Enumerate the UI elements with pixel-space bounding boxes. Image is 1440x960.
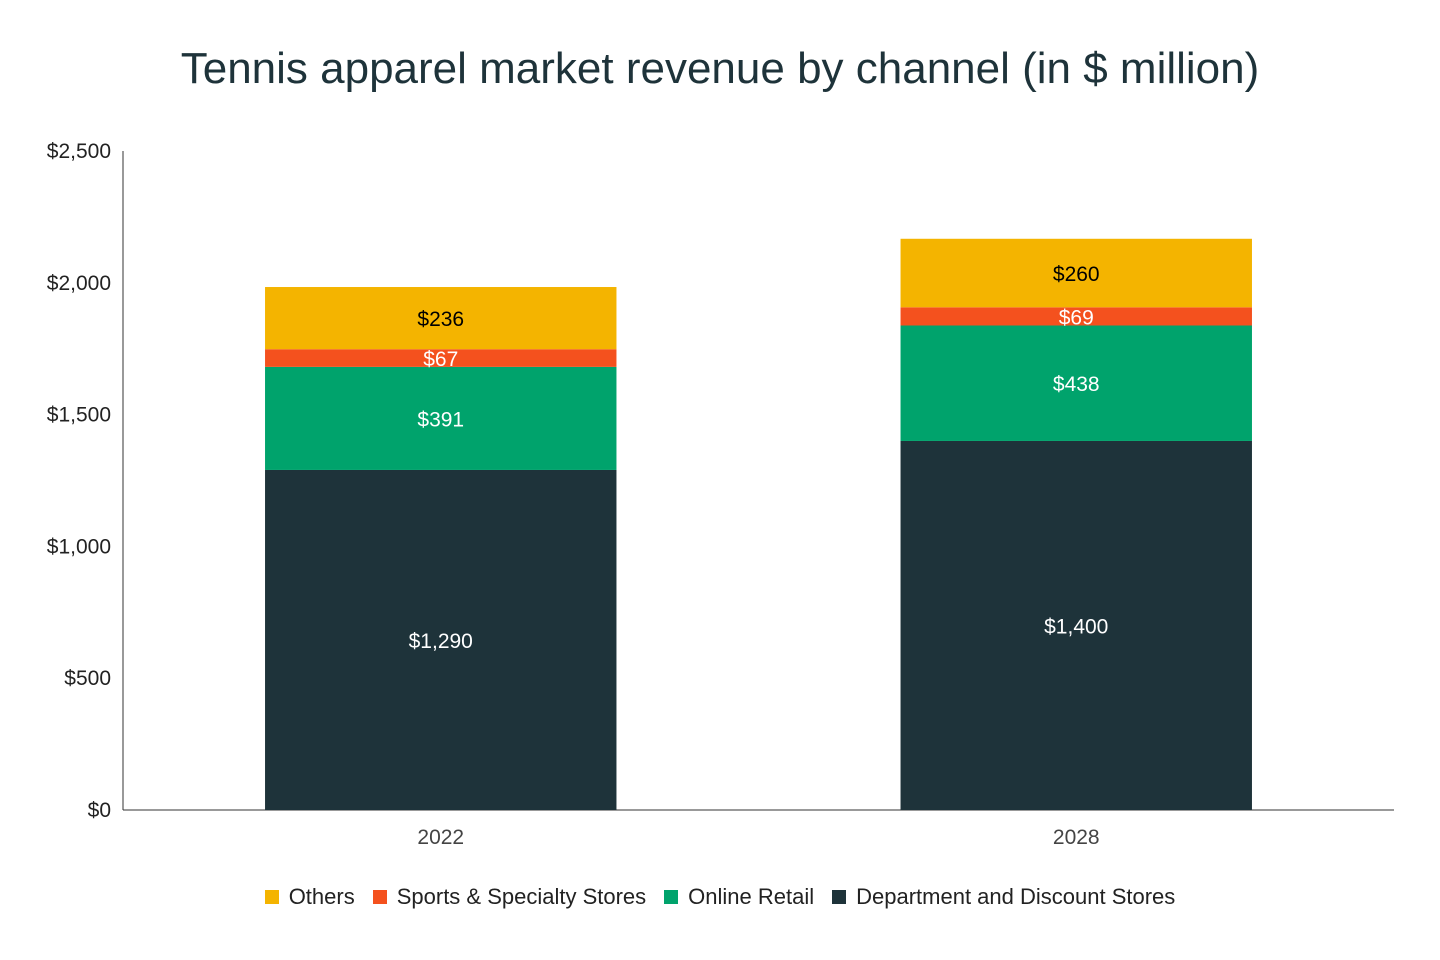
bar-segment — [900, 440, 1252, 810]
legend-swatch — [832, 890, 847, 904]
data-label: $438 — [1053, 373, 1100, 396]
legend-label: Online Retail — [688, 884, 815, 909]
y-tick-label: $1,500 — [47, 404, 111, 427]
bar-segment — [265, 287, 617, 350]
data-label: $1,400 — [1044, 615, 1108, 638]
bar-segment — [265, 366, 617, 470]
y-tick-label: $2,000 — [47, 272, 111, 295]
bar-segment — [900, 307, 1252, 326]
y-tick-label: $2,500 — [47, 140, 111, 163]
bar-segment — [900, 238, 1252, 308]
chart-title: Tennis apparel market revenue by channel… — [180, 44, 1260, 93]
bar-segment — [265, 469, 617, 810]
data-label: $260 — [1053, 263, 1100, 286]
bar-segment — [265, 349, 617, 367]
y-tick-label: $500 — [64, 667, 111, 690]
x-tick-label: 2028 — [1053, 826, 1100, 849]
y-tick-label: $1,000 — [47, 535, 111, 558]
chart-legend: Others Sports & Specialty Stores Online Re… — [0, 884, 1440, 910]
legend-label: Sports & Specialty Stores — [396, 884, 647, 909]
legend-item: Online Retail — [664, 884, 814, 910]
legend-swatch — [372, 890, 387, 904]
legend-item: Department and Discount Stores — [832, 884, 1175, 910]
y-tick-label: $0 — [88, 799, 111, 822]
data-label: $391 — [417, 408, 464, 431]
legend-swatch — [664, 890, 679, 904]
legend-item: Sports & Specialty Stores — [372, 884, 647, 910]
data-label: $69 — [1059, 306, 1094, 329]
legend-item: Others — [264, 884, 355, 910]
data-label: $236 — [417, 308, 464, 331]
data-label: $67 — [423, 348, 458, 371]
legend-label: Department and Discount Stores — [856, 884, 1176, 909]
data-label: $1,290 — [409, 630, 473, 653]
x-tick-label: 2022 — [417, 826, 464, 849]
legend-label: Others — [288, 884, 355, 909]
bar-segment — [900, 325, 1252, 441]
legend-swatch — [264, 890, 279, 904]
